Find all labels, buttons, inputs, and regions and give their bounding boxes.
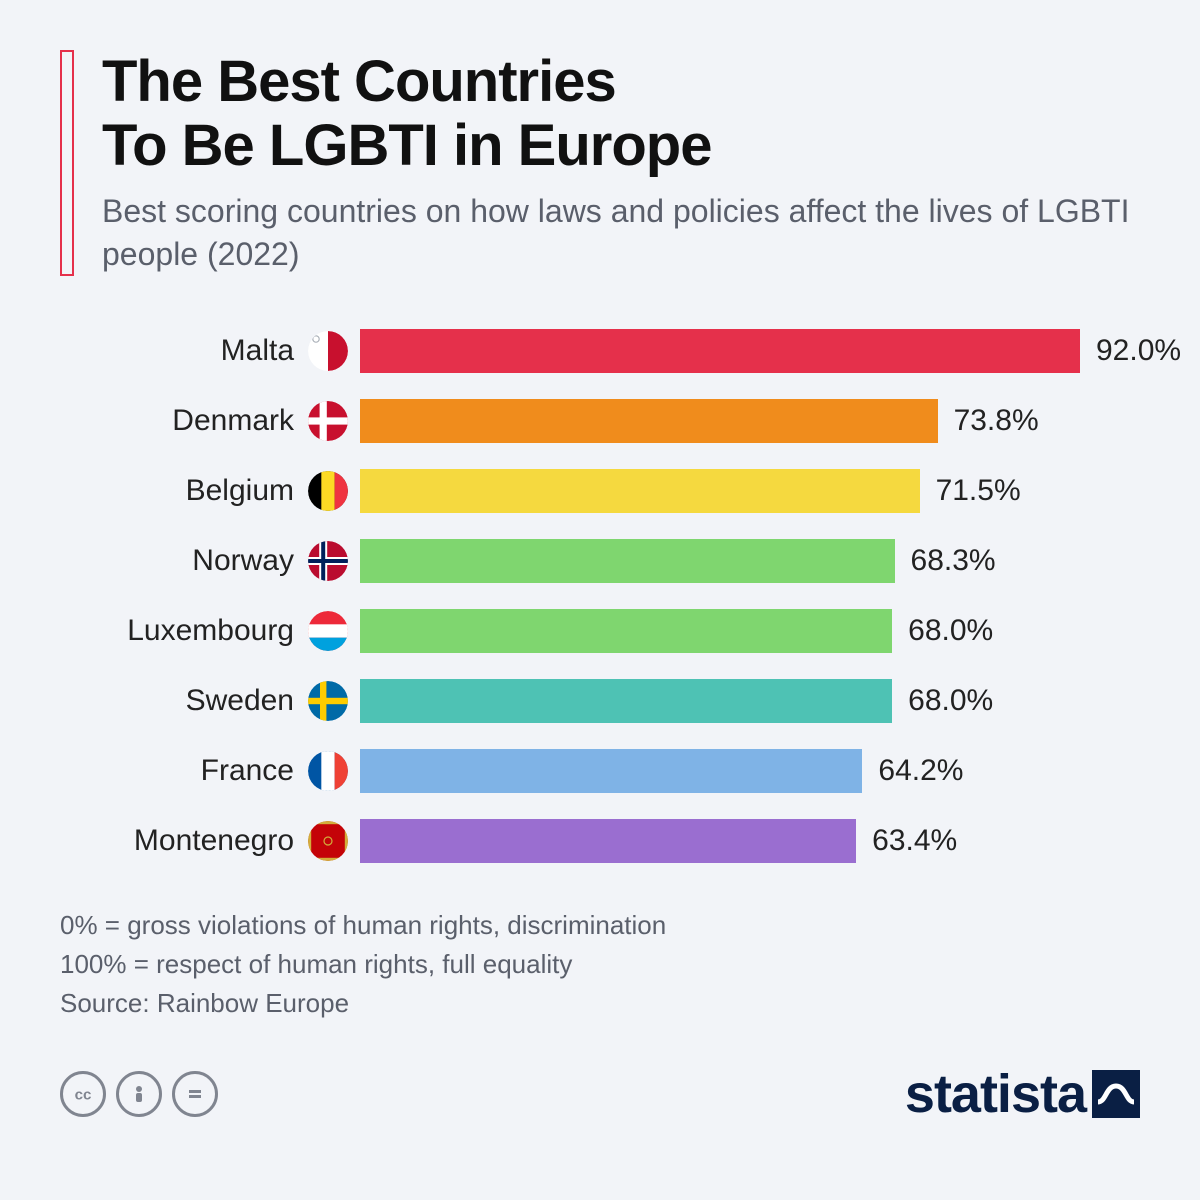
bar-value: 73.8% — [954, 404, 1039, 438]
denmark-flag-icon — [308, 401, 348, 441]
statista-logo: statista — [905, 1063, 1140, 1125]
bar-value: 68.0% — [908, 684, 993, 718]
norway-flag-icon — [308, 541, 348, 581]
label-area: Belgium — [60, 471, 360, 511]
bar-row: Belgium 71.5% — [60, 456, 1140, 526]
bar-row: Sweden 68.0% — [60, 666, 1140, 736]
svg-text:cc: cc — [75, 1086, 92, 1103]
chart-title: The Best Countries To Be LGBTI in Europe — [102, 50, 1140, 178]
bar-value: 92.0% — [1096, 334, 1181, 368]
bar — [360, 679, 892, 723]
bar-track: 71.5% — [360, 456, 1140, 526]
statista-wordmark: statista — [905, 1063, 1086, 1125]
bar — [360, 749, 862, 793]
bar-row: Malta92.0% — [60, 316, 1140, 386]
sweden-flag-icon — [308, 681, 348, 721]
bar-value: 71.5% — [936, 474, 1021, 508]
bar-track: 64.2% — [360, 736, 1140, 806]
label-area: Montenegro — [60, 821, 360, 861]
bar-value: 68.0% — [908, 614, 993, 648]
footer: cc statista — [60, 1063, 1140, 1125]
belgium-flag-icon — [308, 471, 348, 511]
country-label: France — [201, 754, 294, 788]
bar — [360, 329, 1080, 373]
bar — [360, 399, 938, 443]
cc-by-icon — [116, 1071, 162, 1117]
cc-license-icons: cc — [60, 1071, 218, 1117]
country-label: Sweden — [186, 684, 294, 718]
bar-track: 73.8% — [360, 386, 1140, 456]
bar-row: France 64.2% — [60, 736, 1140, 806]
country-label: Malta — [221, 334, 294, 368]
label-area: Malta — [60, 331, 360, 371]
bar — [360, 539, 895, 583]
label-area: Sweden — [60, 681, 360, 721]
montenegro-flag-icon — [308, 821, 348, 861]
cc-icon: cc — [60, 1071, 106, 1117]
source-line: Source: Rainbow Europe — [60, 984, 1140, 1023]
statista-mark-icon — [1092, 1070, 1140, 1118]
country-label: Belgium — [186, 474, 294, 508]
cc-nd-icon — [172, 1071, 218, 1117]
title-line-2: To Be LGBTI in Europe — [102, 113, 711, 178]
title-line-1: The Best Countries — [102, 49, 616, 114]
bar-value: 64.2% — [878, 754, 963, 788]
bar-track: 92.0% — [360, 316, 1181, 386]
bar-track: 68.3% — [360, 526, 1140, 596]
france-flag-icon — [308, 751, 348, 791]
bar — [360, 469, 920, 513]
bar-track: 63.4% — [360, 806, 1140, 876]
bar — [360, 609, 892, 653]
bar-track: 68.0% — [360, 666, 1140, 736]
accent-bar — [60, 50, 74, 276]
bar — [360, 819, 856, 863]
legend: 0% = gross violations of human rights, d… — [60, 906, 1140, 1023]
country-label: Denmark — [172, 404, 294, 438]
label-area: Luxembourg — [60, 611, 360, 651]
bar-row: Denmark 73.8% — [60, 386, 1140, 456]
bar-value: 63.4% — [872, 824, 957, 858]
label-area: Norway — [60, 541, 360, 581]
malta-flag-icon — [308, 331, 348, 371]
header: The Best Countries To Be LGBTI in Europe… — [60, 50, 1140, 276]
label-area: Denmark — [60, 401, 360, 441]
chart-subtitle: Best scoring countries on how laws and p… — [102, 190, 1140, 276]
bar-row: Norway 68.3% — [60, 526, 1140, 596]
label-area: France — [60, 751, 360, 791]
bar-value: 68.3% — [911, 544, 996, 578]
country-label: Luxembourg — [127, 614, 294, 648]
bar-row: Luxembourg 68.0% — [60, 596, 1140, 666]
country-label: Norway — [192, 544, 294, 578]
bar-track: 68.0% — [360, 596, 1140, 666]
luxembourg-flag-icon — [308, 611, 348, 651]
legend-line-1: 0% = gross violations of human rights, d… — [60, 906, 1140, 945]
country-label: Montenegro — [134, 824, 294, 858]
bar-row: Montenegro 63.4% — [60, 806, 1140, 876]
bar-chart: Malta92.0% Denmark 73.8% Belgium 71.5% Norway… — [60, 316, 1140, 876]
legend-line-2: 100% = respect of human rights, full equ… — [60, 945, 1140, 984]
